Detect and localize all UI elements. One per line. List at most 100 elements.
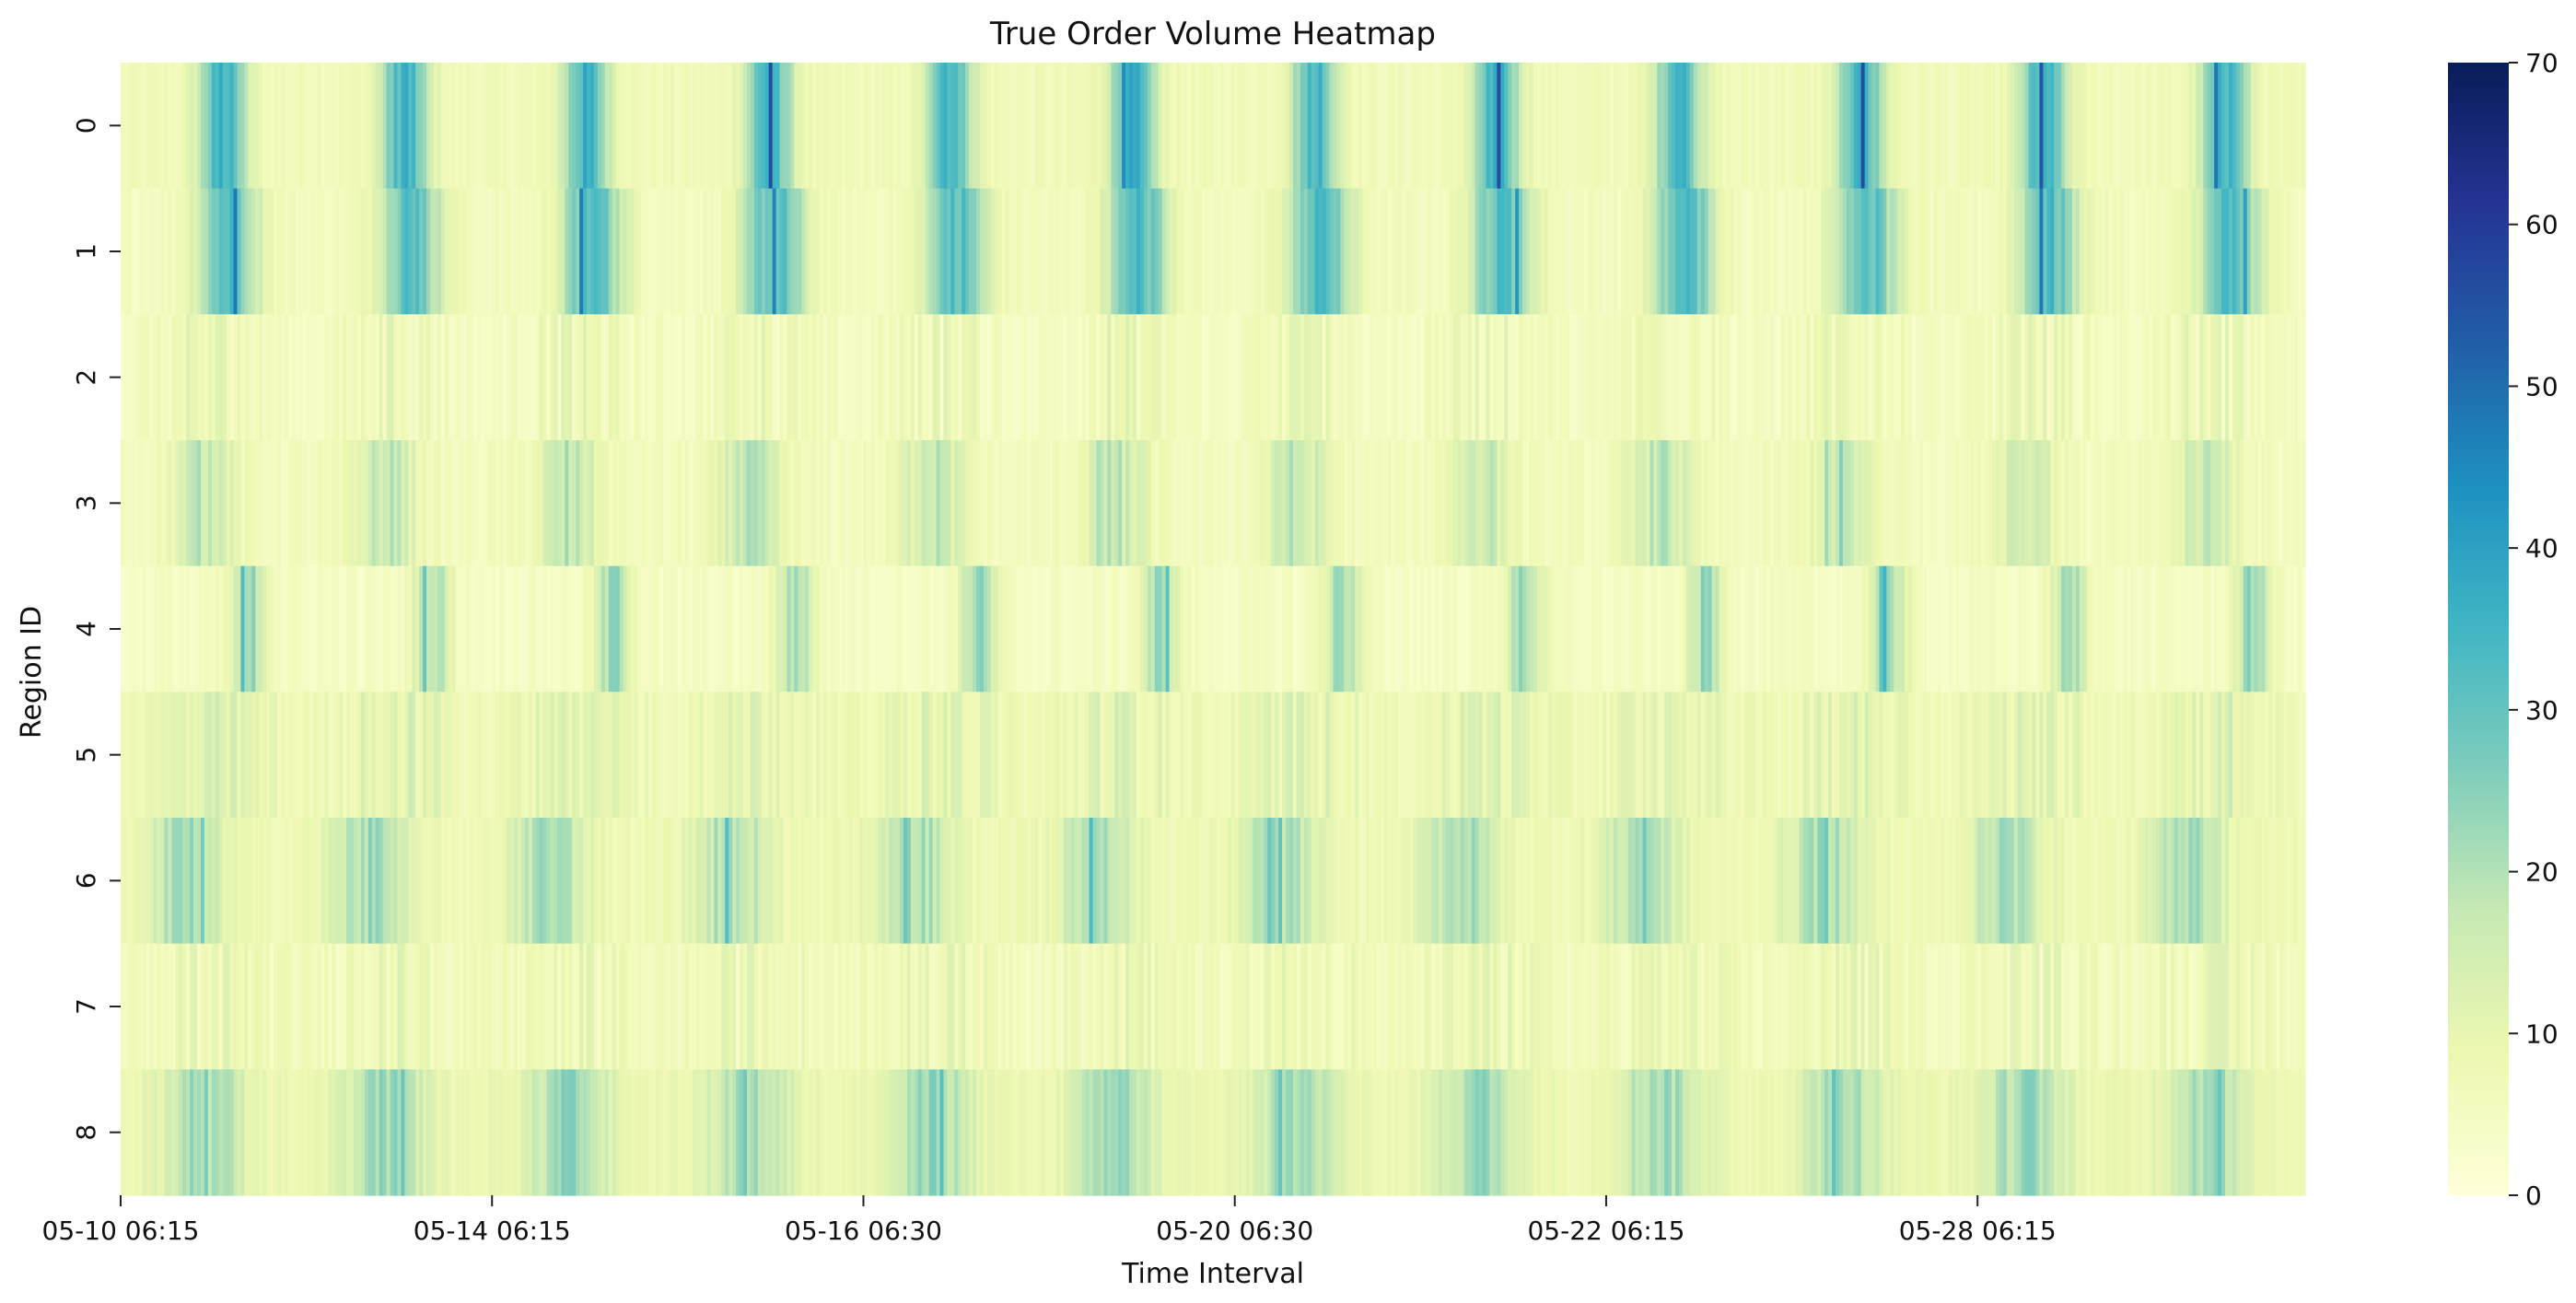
heatmap-cell — [1864, 314, 1870, 441]
heatmap-cell — [1741, 314, 1745, 441]
heatmap-cell — [2279, 818, 2284, 945]
heatmap-cell — [2246, 565, 2252, 692]
heatmap-cell — [1508, 565, 1512, 692]
heatmap-cell — [1463, 943, 1469, 1070]
heatmap-cell — [1679, 692, 1684, 819]
heatmap-cell — [1158, 818, 1163, 945]
heatmap-cell — [146, 818, 151, 945]
heatmap-cell — [1111, 314, 1115, 441]
heatmap-cell — [1336, 565, 1341, 692]
heatmap-cell — [2221, 692, 2226, 819]
heatmap-cell — [2071, 565, 2077, 692]
heatmap-cell — [740, 692, 744, 819]
heatmap-cell — [2006, 565, 2011, 692]
heatmap-cell — [2151, 818, 2157, 945]
heatmap-cell — [1752, 565, 1756, 692]
heatmap-cell — [983, 63, 988, 190]
heatmap-cell — [962, 818, 966, 945]
heatmap-cell — [2116, 692, 2120, 819]
heatmap-cell — [1926, 188, 1931, 315]
heatmap-cell — [725, 440, 729, 567]
heatmap-cell — [986, 63, 992, 190]
heatmap-cell — [856, 818, 861, 945]
heatmap-cell — [2290, 314, 2295, 441]
heatmap-cell — [1624, 692, 1629, 819]
heatmap-cell — [1249, 63, 1254, 190]
heatmap-cell — [1474, 440, 1480, 567]
heatmap-cell — [1133, 818, 1137, 945]
heatmap-cell — [779, 565, 785, 692]
heatmap-cell — [190, 818, 194, 945]
heatmap-cell — [1879, 818, 1884, 945]
heatmap-cell — [1988, 692, 1993, 819]
heatmap-cell — [1875, 440, 1881, 567]
heatmap-cell — [1836, 692, 1840, 819]
heatmap-cell — [1154, 63, 1160, 190]
heatmap-cell — [1122, 692, 1126, 819]
heatmap-cell — [1183, 818, 1188, 945]
heatmap-cell — [1810, 943, 1814, 1070]
heatmap-cell — [2086, 943, 2092, 1070]
heatmap-cell — [1715, 818, 1720, 945]
heatmap-cell — [1431, 440, 1436, 567]
heatmap-cell — [2192, 63, 2197, 190]
heatmap-cell — [561, 63, 565, 190]
heatmap-cell — [1016, 565, 1021, 692]
heatmap-cell — [138, 565, 144, 692]
heatmap-cell — [1599, 314, 1603, 441]
heatmap-cell — [138, 943, 144, 1070]
heatmap-cell — [1922, 818, 1928, 945]
heatmap-cell — [732, 818, 737, 945]
heatmap-cell — [1372, 565, 1378, 692]
heatmap-cell — [1428, 818, 1432, 945]
heatmap-cell — [1806, 188, 1811, 315]
heatmap-cell — [790, 943, 795, 1070]
heatmap-cell — [2123, 440, 2127, 567]
heatmap-cell — [1383, 63, 1389, 190]
heatmap-cell — [423, 692, 427, 819]
heatmap-cell — [499, 63, 504, 190]
heatmap-cell — [287, 63, 293, 190]
heatmap-cell — [787, 692, 792, 819]
heatmap-cell — [1759, 943, 1764, 1070]
heatmap-cell — [699, 440, 705, 567]
heatmap-cell — [852, 440, 857, 567]
heatmap-cell — [419, 314, 424, 441]
heatmap-cell — [200, 692, 205, 819]
heatmap-cell — [367, 314, 373, 441]
heatmap-cell — [404, 188, 409, 315]
heatmap-cell — [1558, 692, 1564, 819]
heatmap-cell — [863, 692, 868, 819]
heatmap-cell — [2024, 63, 2030, 190]
heatmap-cell — [870, 63, 875, 190]
heatmap-cell — [1125, 565, 1130, 692]
heatmap-cell — [2302, 63, 2306, 190]
heatmap-cell — [1038, 314, 1043, 441]
heatmap-cell — [997, 818, 1003, 945]
heatmap-cell — [1169, 440, 1174, 567]
heatmap-cell — [1034, 943, 1039, 1070]
heatmap-cell — [597, 692, 602, 819]
heatmap-cell — [1358, 692, 1363, 819]
heatmap-cell — [276, 188, 282, 315]
heatmap-cell — [1311, 188, 1316, 315]
heatmap-cell — [1264, 692, 1268, 819]
heatmap-cell — [921, 188, 927, 315]
heatmap-cell — [729, 63, 733, 190]
heatmap-cell — [1125, 692, 1130, 819]
heatmap-cell — [867, 440, 871, 567]
heatmap-cell — [2214, 63, 2219, 190]
heatmap-cell — [1974, 818, 1978, 945]
heatmap-cell — [1882, 440, 1887, 567]
heatmap-cell — [371, 314, 377, 441]
heatmap-cell — [634, 818, 638, 945]
heatmap-cell — [801, 943, 806, 1070]
heatmap-cell — [157, 565, 162, 692]
heatmap-cell — [608, 440, 613, 567]
heatmap-cell — [1307, 63, 1312, 190]
heatmap-cell — [1773, 818, 1778, 945]
heatmap-cell — [736, 188, 740, 315]
heatmap-cell — [736, 1069, 740, 1196]
heatmap-cell — [127, 818, 133, 945]
heatmap-cell — [1624, 188, 1629, 315]
